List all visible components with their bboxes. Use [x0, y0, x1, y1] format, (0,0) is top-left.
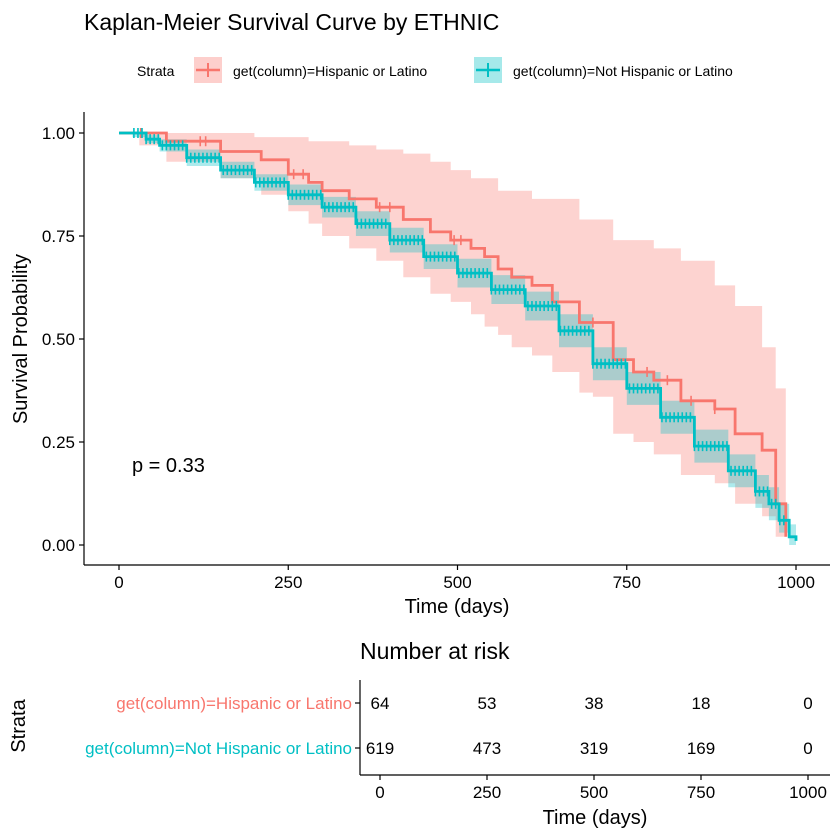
risk-count: 319 — [580, 739, 608, 758]
p-value-annotation: p = 0.33 — [132, 455, 205, 477]
risk-x-tick-label: 1000 — [789, 783, 827, 802]
x-tick-label: 500 — [443, 573, 471, 592]
x-tick-label: 1000 — [777, 573, 815, 592]
y-axis-ticks: 0.00 0.25 0.50 0.75 1.00 — [42, 124, 84, 555]
risk-count: 38 — [585, 694, 604, 713]
confidence-band-0 — [119, 133, 786, 545]
risk-table-x-ticks: 0 250 500 750 1000 — [375, 775, 827, 802]
risk-table-y-label: Strata — [8, 698, 30, 752]
y-tick-label: 0.25 — [42, 433, 75, 452]
y-axis-label: Survival Probability — [10, 254, 32, 424]
risk-count: 473 — [473, 739, 501, 758]
chart-title: Kaplan-Meier Survival Curve by ETHNIC — [84, 9, 499, 35]
legend-key-not-hispanic — [474, 57, 502, 83]
risk-table-title: Number at risk — [360, 638, 510, 664]
risk-table: get(column)=Hispanic or Latino 64 53 38 18 0 g… — [85, 694, 813, 758]
survival-plot-area — [119, 128, 798, 545]
risk-count: 64 — [371, 694, 390, 713]
y-tick-label: 0.50 — [42, 330, 75, 349]
risk-x-tick-label: 0 — [375, 783, 384, 802]
risk-x-tick-label: 250 — [473, 783, 501, 802]
y-tick-label: 0.75 — [42, 227, 75, 246]
risk-row-label: get(column)=Hispanic or Latino — [116, 694, 352, 713]
x-axis-label: Time (days) — [405, 596, 510, 618]
risk-count: 169 — [687, 739, 715, 758]
risk-count: 53 — [478, 694, 497, 713]
legend: Strata get(column)=Hispanic or Latino ge… — [137, 57, 733, 83]
risk-table-x-label: Time (days) — [543, 807, 648, 829]
legend-label-hispanic: get(column)=Hispanic or Latino — [233, 63, 427, 79]
x-axis-ticks: 0 250 500 750 1000 — [114, 565, 815, 592]
risk-count: 619 — [366, 739, 394, 758]
risk-x-tick-label: 750 — [687, 783, 715, 802]
y-tick-label: 0.00 — [42, 536, 75, 555]
survival-curve-0 — [119, 131, 788, 537]
x-tick-label: 250 — [274, 573, 302, 592]
risk-row-label: get(column)=Not Hispanic or Latino — [85, 739, 352, 758]
x-tick-label: 0 — [114, 573, 123, 592]
risk-count: 18 — [692, 694, 711, 713]
legend-key-hispanic — [194, 57, 222, 83]
y-tick-label: 1.00 — [42, 124, 75, 143]
risk-count: 0 — [803, 739, 812, 758]
risk-count: 0 — [803, 694, 812, 713]
risk-x-tick-label: 500 — [580, 783, 608, 802]
x-tick-label: 750 — [613, 573, 641, 592]
legend-title: Strata — [137, 63, 175, 79]
legend-label-not-hispanic: get(column)=Not Hispanic or Latino — [513, 63, 733, 79]
